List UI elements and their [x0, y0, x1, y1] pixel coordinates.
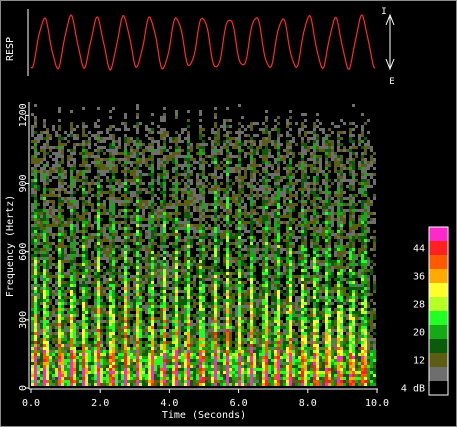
resp-arrow-top-label: I	[381, 7, 386, 17]
colorbar-tick-label: 20	[413, 328, 425, 339]
colorbar-swatch	[429, 367, 448, 382]
y-tick-label: 900	[18, 174, 29, 192]
resp-label: RESP	[5, 37, 16, 61]
x-tick-label: 8.0	[299, 398, 317, 409]
resp-series-line	[30, 14, 376, 71]
arrow-up-icon	[385, 13, 395, 26]
colorbar-swatch	[429, 241, 448, 256]
x-tick-label: 10.0	[365, 398, 389, 409]
y-tick-label: 0	[18, 385, 29, 391]
x-tick-label: 4.0	[160, 398, 178, 409]
y-tick-label: 600	[18, 243, 29, 261]
spectrogram-panel: 0.0 2.0 4.0 6.0 8.0 10.0 0 300 600 900 1200 Time (S…	[5, 102, 389, 421]
y-axis-label: Frequency (Hertz)	[5, 195, 16, 297]
colorbar-swatch	[429, 353, 448, 368]
colorbar-swatch	[429, 339, 448, 354]
arrow-down-icon	[385, 58, 395, 71]
resp-arrow-bottom-label: E	[389, 77, 394, 87]
colorbar-swatch	[429, 311, 448, 326]
colorbar-border	[428, 226, 449, 396]
y-tick-label: 300	[18, 311, 29, 329]
x-tick-label: 0.0	[22, 398, 40, 409]
colorbar-tick-label: 28	[413, 300, 425, 311]
colorbar-swatch	[429, 255, 448, 270]
resp-panel: RESP I E	[5, 7, 395, 87]
colorbar-swatch	[429, 283, 448, 298]
colorbar-swatch	[429, 269, 448, 284]
colorbar-swatch	[429, 297, 448, 312]
x-axis-label: Time (Seconds)	[162, 410, 246, 421]
y-tick-label: 1200	[18, 103, 29, 127]
x-tick-label: 2.0	[91, 398, 109, 409]
colorbar-tick-label: 12	[413, 356, 425, 367]
spectrogram-cells	[31, 104, 376, 386]
colorbar-tick-label: 4 dB	[401, 384, 425, 395]
colorbar-swatch	[429, 381, 448, 396]
colorbar-tick-label: 44	[413, 244, 425, 255]
x-tick-label: 6.0	[230, 398, 248, 409]
colorbar: 4 dB 12 20 28 36 44	[401, 226, 449, 396]
colorbar-swatch	[429, 227, 448, 242]
colorbar-tick-label: 36	[413, 272, 425, 283]
colorbar-swatch	[429, 325, 448, 340]
